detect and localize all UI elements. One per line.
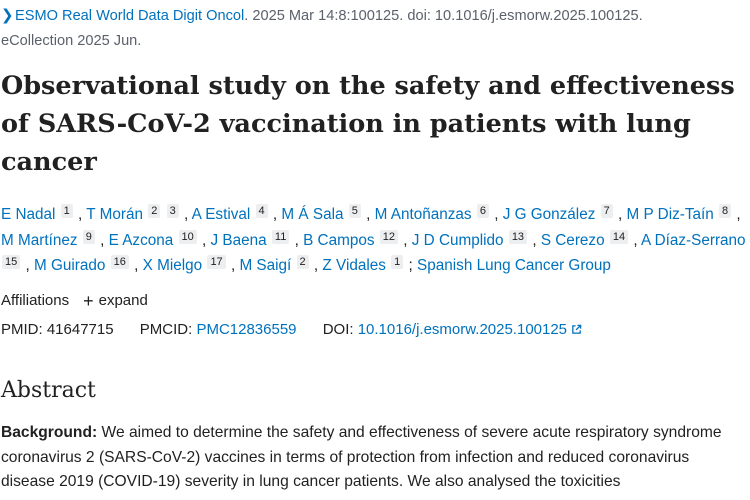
author-link[interactable]: M Á Sala [281, 206, 344, 223]
affiliation-number[interactable]: 6 [476, 204, 489, 218]
author-separator: , [183, 206, 192, 223]
affiliation-number[interactable]: 3 [166, 204, 179, 218]
author-link[interactable]: M P Diz-Taín [626, 206, 714, 223]
author-separator: , [532, 231, 541, 249]
abstract-text: Background: We aimed to determine the sa… [1, 421, 746, 495]
author-link[interactable]: E Azcona [108, 231, 174, 249]
affiliation-number[interactable]: 16 [110, 255, 129, 269]
author-link[interactable]: B Campos [303, 231, 375, 249]
affiliation-number[interactable]: 1 [60, 204, 73, 218]
affiliations-toggle: Affiliations + expand [1, 291, 148, 311]
pmcid-label: PMCID: [139, 321, 193, 338]
author-link[interactable]: M Guirado [34, 257, 106, 274]
author-link[interactable]: J D Cumplido [411, 231, 504, 249]
author-link[interactable]: X Mielgo [142, 257, 203, 274]
affiliation-number[interactable]: 2 [148, 204, 161, 218]
author-link[interactable]: J G González [502, 206, 596, 223]
author-link[interactable]: E Nadal [1, 206, 56, 223]
abstract-heading: Abstract [1, 378, 96, 403]
author-separator: , [78, 206, 87, 223]
author-link[interactable]: A Díaz-Serrano [640, 231, 746, 249]
pmid-value: 41647715 [46, 321, 114, 338]
doi-label: DOI: [322, 321, 354, 338]
author-separator: , [230, 257, 240, 274]
expand-button[interactable]: + expand [83, 291, 148, 311]
pmid-label: PMID: [1, 321, 43, 338]
author-separator: , [294, 231, 304, 249]
author-separator: , [313, 257, 323, 274]
author-link[interactable]: M Antoñanzas [374, 206, 472, 223]
author-separator: , [100, 231, 109, 249]
doi-link[interactable]: 10.1016/j.esmorw.2025.100125 [358, 321, 582, 338]
collective-author-link[interactable]: Spanish Lung Cancer Group [417, 257, 611, 274]
author-separator: , [272, 206, 282, 223]
citation-ecollection: eCollection 2025 Jun. [1, 33, 142, 49]
affiliation-number[interactable]: 9 [82, 229, 95, 244]
affiliation-number[interactable]: 1 [391, 255, 404, 269]
author-separator: , [736, 206, 741, 223]
author-link[interactable]: M Martínez [1, 231, 78, 249]
expand-label: expand [98, 292, 148, 309]
affiliation-number[interactable]: 5 [348, 204, 361, 218]
citation-details: . 2025 Mar 14:8:100125. doi: 10.1016/j.e… [244, 8, 643, 24]
affiliation-number[interactable]: 11 [271, 229, 290, 244]
affiliation-number[interactable]: 17 [207, 255, 226, 269]
authors-list: E Nadal 1 , T Morán 2 3 , A Estival 4 , … [1, 202, 746, 279]
chevron-right-icon[interactable]: ❯ [1, 7, 14, 24]
author-separator: ; [408, 257, 418, 274]
author-link[interactable]: M Saigí [239, 257, 292, 274]
background-text: We aimed to determine the safety and eff… [1, 424, 722, 490]
author-separator: , [202, 231, 211, 249]
author-link[interactable]: Z Vidales [322, 257, 386, 274]
affiliations-label: Affiliations [1, 292, 70, 309]
author-separator: , [25, 257, 34, 274]
affiliation-number[interactable]: 12 [379, 229, 398, 244]
author-separator: , [617, 206, 627, 223]
affiliation-number[interactable]: 7 [600, 204, 613, 218]
article-identifiers: PMID: 41647715 PMCID: PMC12836559 DOI: 1… [1, 320, 582, 340]
plus-icon: + [83, 291, 94, 311]
author-link[interactable]: A Estival [191, 206, 251, 223]
author-separator: , [494, 206, 503, 223]
affiliation-number[interactable]: 4 [255, 204, 268, 218]
author-separator: , [403, 231, 412, 249]
author-link[interactable]: T Morán [86, 206, 143, 223]
doi-value: 10.1016/j.esmorw.2025.100125 [357, 321, 568, 338]
pmcid-link[interactable]: PMC12836559 [196, 321, 297, 338]
background-label: Background: [1, 424, 98, 441]
affiliation-number[interactable]: 2 [296, 255, 309, 269]
affiliation-number[interactable]: 10 [178, 229, 197, 244]
external-link-icon [572, 324, 582, 334]
author-separator: , [134, 257, 143, 274]
affiliation-number[interactable]: 8 [719, 204, 732, 218]
article-title: Observational study on the safety and ef… [1, 71, 735, 177]
author-separator: , [633, 231, 641, 249]
author-link[interactable]: S Cerezo [540, 231, 605, 249]
affiliation-number[interactable]: 13 [508, 229, 528, 244]
author-separator: , [366, 206, 375, 223]
affiliation-number[interactable]: 15 [2, 255, 21, 269]
author-link[interactable]: J Baena [210, 231, 267, 249]
affiliation-number[interactable]: 14 [609, 229, 629, 244]
citation: ❯ESMO Real World Data Digit Oncol. 2025 … [1, 3, 746, 54]
journal-link[interactable]: ESMO Real World Data Digit Oncol [15, 8, 245, 24]
